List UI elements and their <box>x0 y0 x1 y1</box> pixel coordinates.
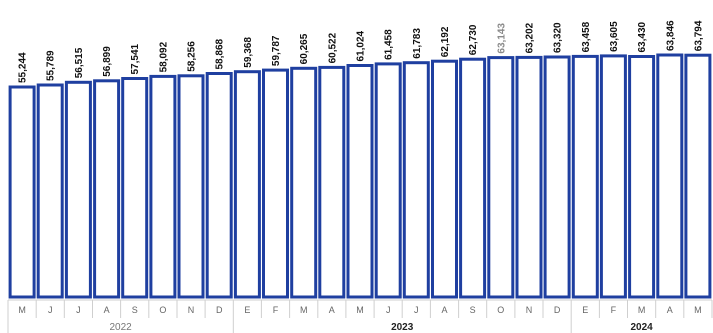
x-tick-label-11: A <box>329 305 335 315</box>
bar-2 <box>64 80 92 299</box>
bar-6 <box>177 74 205 299</box>
year-label-2023: 2023 <box>391 322 414 333</box>
bar-24 <box>684 53 712 299</box>
value-label-7: 58,868 <box>215 38 226 69</box>
x-tick-label-1: J <box>48 305 53 315</box>
bar-9 <box>262 68 289 299</box>
x-tick-label-23: A <box>667 305 673 315</box>
x-tick-label-19: D <box>554 305 561 315</box>
bar-22 <box>628 55 656 299</box>
value-label-3: 56,899 <box>102 46 113 77</box>
x-tick-label-6: N <box>188 305 195 315</box>
x-tick-label-4: S <box>132 305 138 315</box>
value-label-10: 60,265 <box>299 33 310 64</box>
value-label-22: 63,430 <box>637 21 648 52</box>
bar-12 <box>346 64 374 299</box>
x-axis: M J J A S O N D E F M A M J J A S O N D E F M A M 2022 2023 2024 <box>7 299 713 333</box>
value-label-19: 63,320 <box>553 22 564 53</box>
x-tick-label-24: M <box>694 305 702 315</box>
value-label-16: 62,730 <box>468 24 479 55</box>
value-label-1: 55,789 <box>46 50 57 81</box>
bar-23 <box>656 53 684 299</box>
x-tick-label-20: E <box>582 305 588 315</box>
bar-1 <box>36 83 64 299</box>
x-tick-label-10: M <box>300 305 308 315</box>
x-tick-label-14: J <box>414 305 419 315</box>
bar-18 <box>515 55 543 299</box>
x-tick-label-16: S <box>470 305 476 315</box>
bar-3 <box>93 79 121 299</box>
x-tick-label-5: O <box>159 305 166 315</box>
value-label-8: 59,368 <box>243 37 254 68</box>
x-tick-label-3: A <box>104 305 110 315</box>
bar-8 <box>233 70 261 299</box>
value-label-11: 60,522 <box>327 32 338 63</box>
x-tick-label-8: E <box>244 305 250 315</box>
value-label-15: 62,192 <box>440 26 451 57</box>
value-label-18: 63,202 <box>525 22 536 53</box>
bar-17 <box>487 56 515 299</box>
bar-10 <box>290 66 318 299</box>
bar-11 <box>318 65 346 299</box>
value-label-24: 63,794 <box>693 20 704 51</box>
value-label-17: 63,143 <box>496 23 507 54</box>
bar-19 <box>543 55 571 299</box>
bar-15 <box>431 59 458 299</box>
x-tick-label-21: F <box>611 305 617 315</box>
x-tick-label-0: M <box>18 305 26 315</box>
bar-7 <box>205 72 233 299</box>
bar-16 <box>459 57 487 299</box>
bars-group <box>8 53 712 299</box>
bar-14 <box>402 61 430 299</box>
x-tick-label-17: O <box>497 305 504 315</box>
x-tick-label-15: A <box>441 305 447 315</box>
bar-4 <box>121 77 149 299</box>
x-tick-label-18: N <box>526 305 533 315</box>
value-label-2: 56,515 <box>74 47 85 78</box>
value-label-23: 63,846 <box>665 20 676 51</box>
bar-5 <box>149 74 177 299</box>
x-tick-label-13: J <box>386 305 391 315</box>
bar-20 <box>571 54 599 299</box>
value-label-9: 59,787 <box>271 35 282 66</box>
value-label-6: 58,256 <box>187 41 198 72</box>
value-label-21: 63,605 <box>609 21 620 52</box>
x-tick-label-22: M <box>638 305 646 315</box>
value-label-14: 61,783 <box>412 28 423 59</box>
value-label-0: 55,244 <box>18 52 29 83</box>
bar-0 <box>8 85 36 299</box>
year-label-2024: 2024 <box>630 322 653 333</box>
value-label-12: 61,024 <box>356 30 367 61</box>
value-label-13: 61,458 <box>384 29 395 60</box>
x-tick-label-2: J <box>76 305 81 315</box>
x-tick-label-12: M <box>356 305 364 315</box>
year-label-2022: 2022 <box>109 322 132 333</box>
value-label-4: 57,541 <box>130 43 141 74</box>
x-tick-label-7: D <box>216 305 223 315</box>
value-labels-group: 55,244 55,789 56,515 56,899 57,541 58,092 58,2… <box>18 20 705 83</box>
bar-13 <box>374 62 402 299</box>
x-tick-label-9: F <box>273 305 279 315</box>
value-label-20: 63,458 <box>581 21 592 52</box>
bar-21 <box>599 54 627 299</box>
value-label-5: 58,092 <box>158 41 169 72</box>
